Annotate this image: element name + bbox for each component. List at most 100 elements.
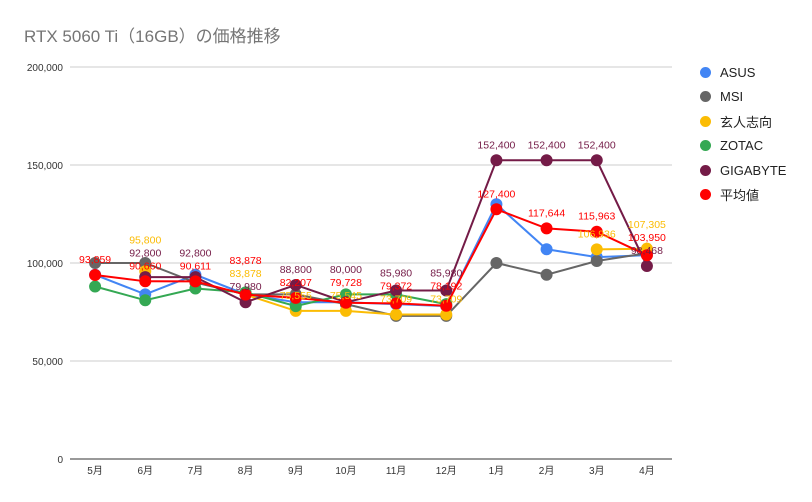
data-point bbox=[289, 300, 302, 313]
data-label: 73,709 bbox=[380, 294, 412, 306]
legend-item: ASUS bbox=[700, 60, 786, 85]
data-label: 127,400 bbox=[477, 188, 515, 200]
y-tick-label: 0 bbox=[57, 455, 63, 466]
chart-title: RTX 5060 Ti（16GB）の価格推移 bbox=[24, 27, 281, 46]
data-label: 85,980 bbox=[380, 268, 412, 280]
data-point bbox=[239, 288, 252, 301]
legend-marker-icon bbox=[700, 164, 711, 176]
data-point bbox=[390, 308, 403, 321]
x-tick-label: 12月 bbox=[436, 465, 457, 477]
data-label: 98,468 bbox=[631, 245, 663, 257]
data-label: 85,980 bbox=[430, 268, 462, 280]
data-point bbox=[189, 275, 202, 288]
x-tick-label: 10月 bbox=[335, 465, 356, 477]
legend-label: MSI bbox=[720, 89, 744, 105]
data-point bbox=[139, 294, 152, 307]
data-label: 79,980 bbox=[230, 281, 262, 293]
data-point bbox=[540, 268, 553, 281]
legend-label: ZOTAC bbox=[720, 138, 764, 154]
data-point bbox=[440, 284, 453, 297]
data-label: 79,372 bbox=[380, 281, 412, 293]
data-point bbox=[590, 225, 603, 238]
legend-marker-icon bbox=[700, 189, 711, 201]
data-label: 106,936 bbox=[578, 228, 616, 240]
x-tick-label: 4月 bbox=[639, 465, 655, 477]
data-label: 117,644 bbox=[528, 207, 565, 219]
data-label: 73,709 bbox=[430, 294, 462, 306]
data-label: 152,400 bbox=[528, 139, 566, 151]
data-label: 95,800 bbox=[129, 234, 161, 246]
data-label: 82,207 bbox=[280, 277, 312, 289]
legend-label: GIGABYTE bbox=[720, 162, 787, 178]
data-point bbox=[89, 280, 102, 293]
data-point bbox=[289, 291, 302, 304]
legend-label: 玄人志向 bbox=[720, 114, 773, 130]
data-point bbox=[540, 243, 553, 256]
data-label: 80,000 bbox=[330, 264, 362, 276]
series-line bbox=[95, 252, 648, 317]
data-label: 92,800 bbox=[179, 247, 211, 259]
legend-marker-icon bbox=[700, 91, 711, 103]
data-label: 103,950 bbox=[628, 232, 666, 244]
x-tick-label: 3月 bbox=[589, 465, 605, 477]
data-point bbox=[89, 269, 102, 282]
legend-item: GIGABYTE bbox=[700, 158, 786, 183]
data-point bbox=[440, 308, 453, 321]
x-tick-label: 1月 bbox=[489, 465, 505, 477]
data-label: 79,728 bbox=[330, 277, 362, 289]
data-point bbox=[339, 304, 352, 317]
data-point bbox=[390, 284, 403, 297]
data-point bbox=[540, 154, 553, 167]
data-label: 78,192 bbox=[430, 281, 462, 293]
series-line bbox=[94, 208, 648, 307]
data-point bbox=[640, 260, 653, 273]
data-point bbox=[490, 203, 503, 216]
data-label: 152,400 bbox=[578, 139, 616, 151]
data-label: 115,963 bbox=[578, 211, 615, 223]
data-point bbox=[139, 257, 152, 269]
data-label: 107,305 bbox=[628, 219, 666, 231]
x-tick-label: 6月 bbox=[137, 465, 153, 477]
data-point bbox=[440, 299, 453, 312]
series-line bbox=[94, 202, 647, 308]
data-point bbox=[289, 278, 302, 291]
x-tick-label: 9月 bbox=[288, 465, 304, 477]
data-label: 93,859 bbox=[79, 254, 111, 266]
data-label: 75,545 bbox=[330, 290, 362, 302]
data-point bbox=[490, 257, 503, 269]
data-label: 83,878 bbox=[230, 268, 262, 280]
data-label: 90,660 bbox=[129, 260, 161, 272]
data-point bbox=[590, 243, 603, 256]
legend-marker-icon bbox=[700, 115, 711, 127]
x-tick-label: 2月 bbox=[539, 465, 555, 477]
data-point bbox=[390, 297, 403, 310]
y-tick-label: 200,000 bbox=[27, 63, 64, 74]
data-point bbox=[89, 257, 102, 269]
legend-marker-icon bbox=[700, 66, 711, 78]
legend-item: MSI bbox=[700, 85, 786, 110]
legend-label: 平均値 bbox=[720, 188, 760, 204]
data-label: 88,800 bbox=[280, 264, 312, 276]
data-point bbox=[590, 255, 603, 268]
legend-item: 玄人志向 bbox=[700, 109, 786, 134]
legend-item: ZOTAC bbox=[700, 134, 786, 159]
data-label: 152,400 bbox=[477, 139, 515, 151]
data-label: 92,800 bbox=[129, 247, 161, 259]
y-tick-label: 150,000 bbox=[27, 161, 64, 172]
data-point bbox=[339, 296, 352, 309]
legend-label: ASUS bbox=[720, 64, 756, 80]
data-point bbox=[490, 154, 503, 167]
x-tick-label: 7月 bbox=[188, 465, 204, 477]
data-point bbox=[590, 154, 603, 167]
data-point bbox=[640, 249, 653, 262]
series-line bbox=[94, 285, 447, 308]
x-tick-label: 11月 bbox=[386, 465, 406, 477]
data-label: 90,611 bbox=[180, 260, 211, 272]
legend-item: 平均値 bbox=[700, 183, 786, 208]
data-label: 83,878 bbox=[230, 255, 262, 267]
y-tick-label: 50,000 bbox=[32, 357, 63, 368]
legend-marker-icon bbox=[700, 140, 711, 152]
x-tick-label: 5月 bbox=[87, 465, 103, 477]
